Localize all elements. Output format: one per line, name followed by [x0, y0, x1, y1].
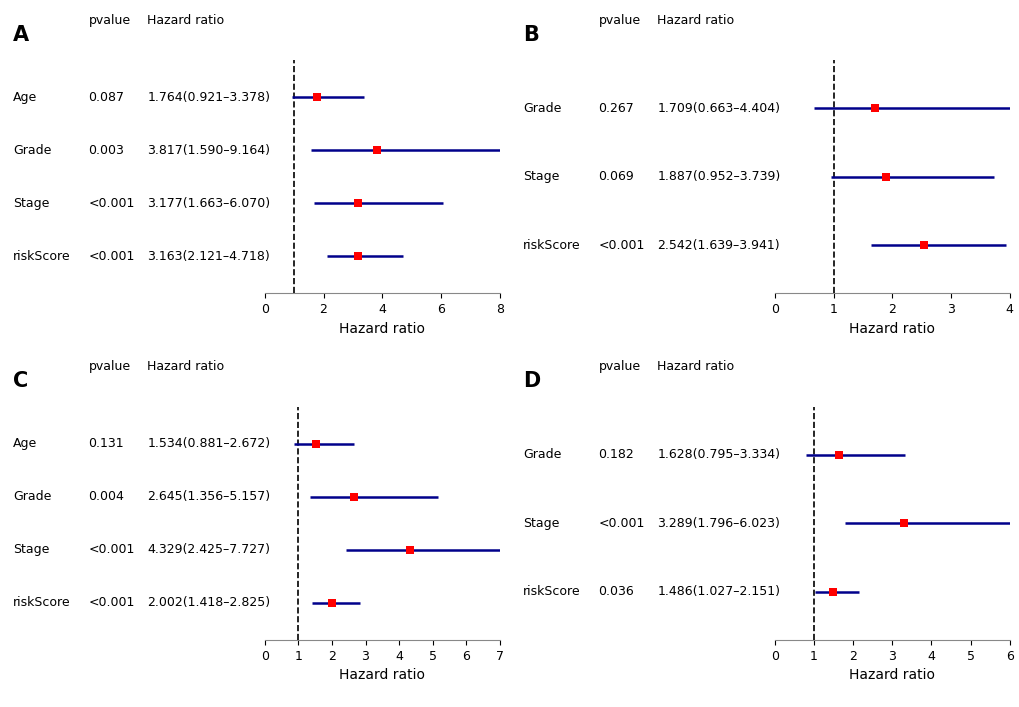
Text: 1.764(0.921–3.378): 1.764(0.921–3.378) — [147, 90, 270, 104]
Text: pvalue: pvalue — [598, 14, 640, 27]
Text: <0.001: <0.001 — [598, 239, 644, 252]
Text: 0.087: 0.087 — [89, 90, 124, 104]
Text: <0.001: <0.001 — [89, 197, 135, 210]
Text: 2.542(1.639–3.941): 2.542(1.639–3.941) — [656, 239, 780, 252]
Text: pvalue: pvalue — [598, 361, 640, 373]
Text: 1.628(0.795–3.334): 1.628(0.795–3.334) — [656, 448, 780, 461]
Text: 0.004: 0.004 — [89, 490, 124, 503]
Text: 0.003: 0.003 — [89, 144, 124, 157]
Text: 0.036: 0.036 — [598, 585, 634, 598]
Text: Hazard ratio: Hazard ratio — [147, 14, 224, 27]
Text: 3.163(2.121–4.718): 3.163(2.121–4.718) — [147, 250, 270, 263]
Text: 3.177(1.663–6.070): 3.177(1.663–6.070) — [147, 197, 270, 210]
Text: Grade: Grade — [13, 144, 52, 157]
Text: 2.002(1.418–2.825): 2.002(1.418–2.825) — [147, 596, 270, 609]
Text: 1.887(0.952–3.739): 1.887(0.952–3.739) — [656, 170, 780, 183]
Text: riskScore: riskScore — [523, 585, 580, 598]
Text: D: D — [523, 371, 540, 391]
Text: Hazard ratio: Hazard ratio — [656, 14, 734, 27]
X-axis label: Hazard ratio: Hazard ratio — [339, 668, 425, 682]
Text: Stage: Stage — [523, 517, 559, 530]
Text: B: B — [523, 25, 539, 45]
Text: Hazard ratio: Hazard ratio — [656, 361, 734, 373]
Text: Stage: Stage — [13, 543, 50, 556]
Text: <0.001: <0.001 — [89, 596, 135, 609]
Text: riskScore: riskScore — [13, 250, 70, 263]
X-axis label: Hazard ratio: Hazard ratio — [849, 322, 934, 336]
X-axis label: Hazard ratio: Hazard ratio — [849, 668, 934, 682]
Text: pvalue: pvalue — [89, 14, 130, 27]
Text: Grade: Grade — [13, 490, 52, 503]
Text: Hazard ratio: Hazard ratio — [147, 361, 224, 373]
Text: riskScore: riskScore — [13, 596, 70, 609]
Text: 1.534(0.881–2.672): 1.534(0.881–2.672) — [147, 437, 270, 450]
Text: riskScore: riskScore — [523, 239, 580, 252]
Text: A: A — [13, 25, 30, 45]
Text: 3.817(1.590–9.164): 3.817(1.590–9.164) — [147, 144, 270, 157]
Text: 1.709(0.663–4.404): 1.709(0.663–4.404) — [656, 102, 780, 115]
Text: Age: Age — [13, 90, 38, 104]
Text: <0.001: <0.001 — [89, 250, 135, 263]
Text: 3.289(1.796–6.023): 3.289(1.796–6.023) — [656, 517, 780, 530]
Text: Stage: Stage — [13, 197, 50, 210]
Text: 0.182: 0.182 — [598, 448, 634, 461]
Text: 0.131: 0.131 — [89, 437, 124, 450]
Text: C: C — [13, 371, 29, 391]
Text: Grade: Grade — [523, 102, 561, 115]
Text: pvalue: pvalue — [89, 361, 130, 373]
Text: 2.645(1.356–5.157): 2.645(1.356–5.157) — [147, 490, 270, 503]
X-axis label: Hazard ratio: Hazard ratio — [339, 322, 425, 336]
Text: Stage: Stage — [523, 170, 559, 183]
Text: 0.069: 0.069 — [598, 170, 634, 183]
Text: <0.001: <0.001 — [598, 517, 644, 530]
Text: 4.329(2.425–7.727): 4.329(2.425–7.727) — [147, 543, 270, 556]
Text: 0.267: 0.267 — [598, 102, 634, 115]
Text: Age: Age — [13, 437, 38, 450]
Text: Grade: Grade — [523, 448, 561, 461]
Text: <0.001: <0.001 — [89, 543, 135, 556]
Text: 1.486(1.027–2.151): 1.486(1.027–2.151) — [656, 585, 780, 598]
